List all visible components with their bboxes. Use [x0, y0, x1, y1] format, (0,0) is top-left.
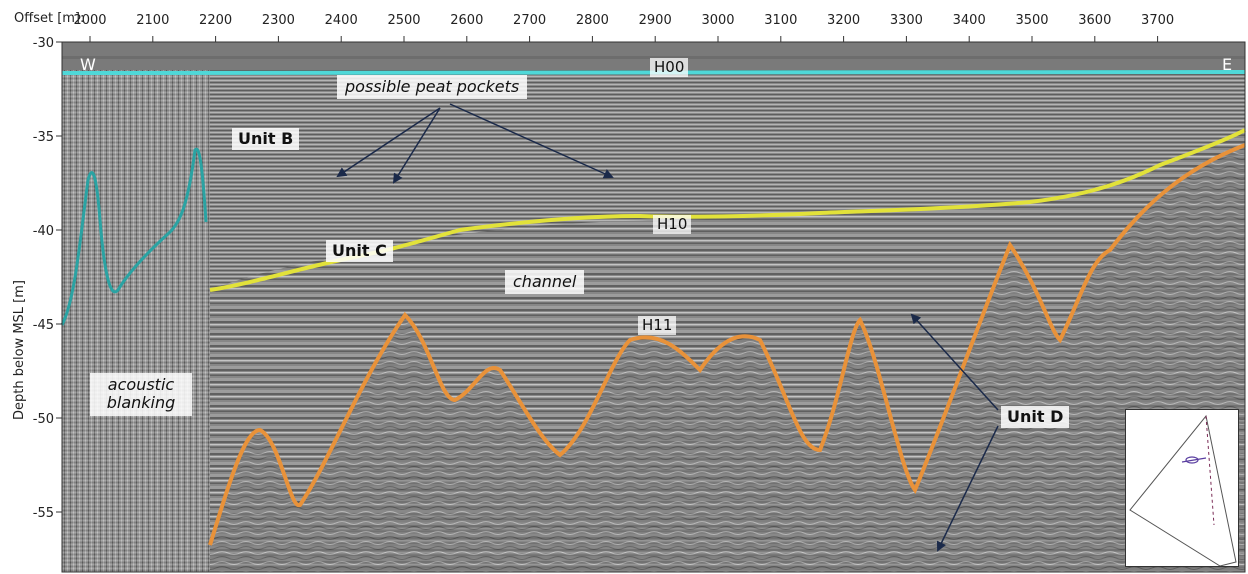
x-tick-label: 3300	[890, 13, 923, 28]
h10-label: H10	[653, 215, 692, 235]
x-tick-label: 2500	[387, 13, 420, 28]
x-tick-label: 2800	[576, 13, 609, 28]
inset-survey-outline	[1129, 414, 1237, 567]
blanking-outline	[60, 147, 208, 326]
x-tick-label: 2900	[639, 13, 672, 28]
unit-d-arrows	[910, 313, 999, 552]
inset-track-line	[1205, 415, 1215, 526]
unit-d-arrow-1	[910, 313, 999, 411]
peat-arrow-2	[392, 107, 441, 184]
unit-b-label: Unit B	[232, 128, 300, 151]
x-tick-label: 2100	[136, 13, 169, 28]
y-tick-label: -50	[33, 412, 54, 427]
x-tick-label: 2000	[73, 13, 106, 28]
horizon-h11	[208, 143, 1246, 546]
acoustic-blanking-line-2: blanking	[106, 393, 176, 413]
channel-label: channel	[505, 270, 585, 295]
x-tick-label: 3600	[1078, 13, 1111, 28]
x-tick-label: 2600	[450, 13, 483, 28]
x-tick-label: 2700	[513, 13, 546, 28]
peat-arrow-3	[449, 103, 614, 179]
x-tick-label: 3500	[1015, 13, 1048, 28]
x-tick-label: 3700	[1141, 13, 1174, 28]
y-axis-title: Depth below MSL [m]	[12, 280, 27, 420]
inset-map-svg	[1129, 414, 1237, 567]
y-axis: Depth below MSL [m] -30 -35 -40 -45 -50 -55	[12, 36, 62, 521]
inset-profile-marker	[1185, 456, 1199, 464]
x-axis: Offset [m]: 2000 2100 2200 2300 2400 2500 2600…	[14, 11, 1174, 42]
y-tick-label: -35	[33, 130, 54, 145]
x-axis-title: Offset [m]:	[14, 11, 84, 26]
x-tick-label: 3000	[701, 13, 734, 28]
east-label: E	[1222, 55, 1233, 74]
y-tick-label: -30	[33, 36, 54, 51]
plot-frame	[61, 41, 1246, 573]
unit-d-fill	[210, 145, 1245, 572]
unit-c-label: Unit C	[326, 240, 393, 263]
peat-pockets-label: possible peat pockets	[337, 75, 528, 100]
x-tick-label: 3100	[764, 13, 797, 28]
acoustic-blanking-zone	[62, 70, 210, 572]
x-tick-label: 3200	[827, 13, 860, 28]
acoustic-blanking-line-1: acoustic	[107, 375, 175, 394]
unit-d-arrow-2	[936, 425, 999, 552]
acoustic-blanking-label: acoustic blanking	[90, 373, 192, 416]
inset-profile-line	[1181, 457, 1207, 463]
h11-label: H11	[638, 316, 677, 336]
y-tick-label: -45	[33, 318, 54, 333]
peat-arrow-1	[336, 107, 441, 178]
x-tick-label: 2300	[262, 13, 295, 28]
y-tick-label: -55	[33, 506, 54, 521]
west-label: W	[80, 55, 96, 74]
x-tick-label: 2200	[199, 13, 232, 28]
x-tick-label: 2400	[325, 13, 358, 28]
y-tick-label: -40	[33, 224, 54, 239]
peat-arrows	[336, 103, 614, 184]
unit-d-label: Unit D	[1001, 406, 1070, 429]
h00-label: H00	[650, 58, 689, 78]
x-tick-label: 3400	[953, 13, 986, 28]
location-inset-map	[1125, 409, 1239, 567]
